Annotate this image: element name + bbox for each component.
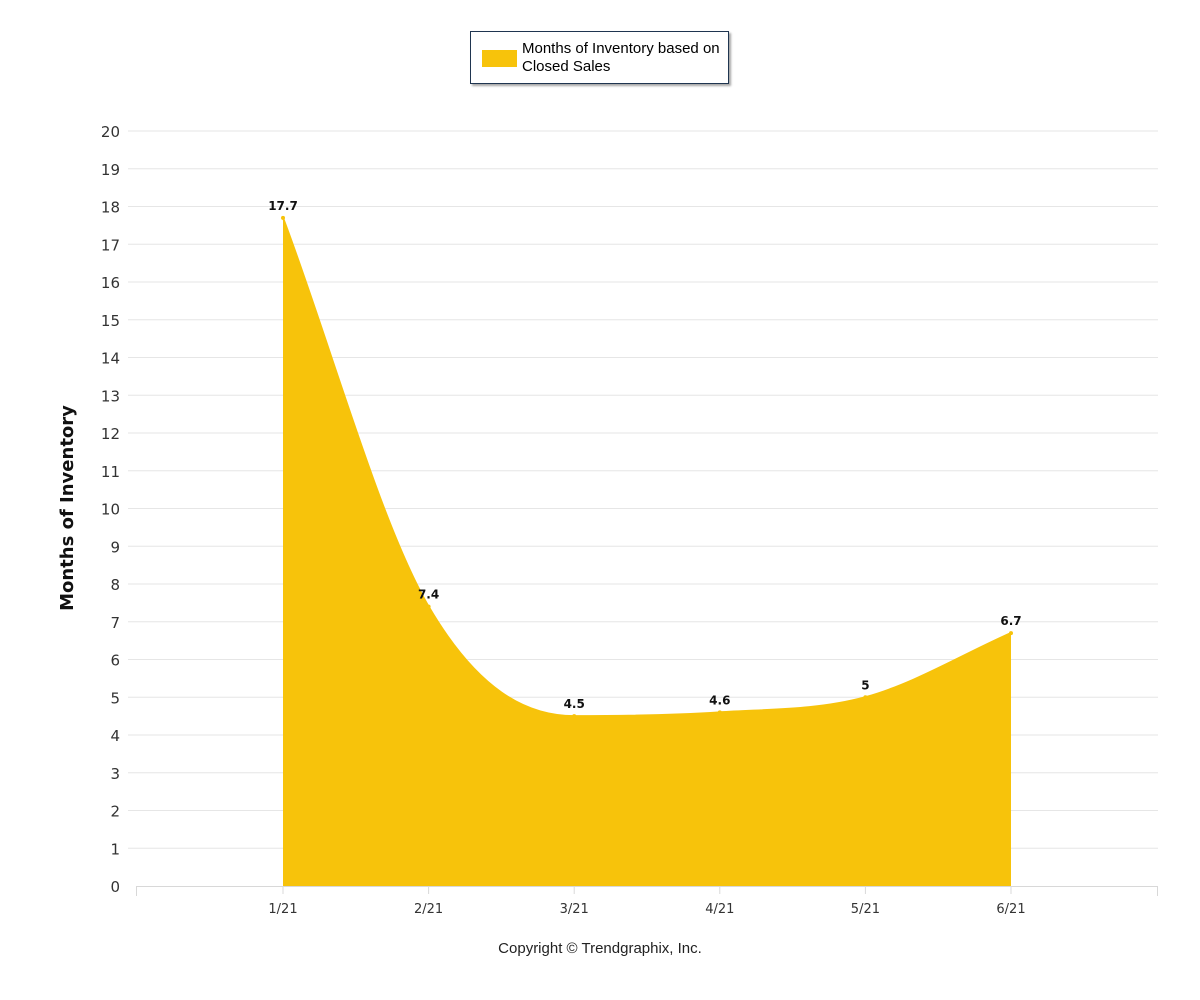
data-point <box>717 710 722 715</box>
y-tick-label: 20 <box>101 123 120 141</box>
data-labels: 17.7 7.4 4.5 4.6 5 6.7 <box>268 199 1021 711</box>
y-tick-label: 7 <box>110 614 120 632</box>
data-label: 5 <box>861 678 869 692</box>
data-point <box>1009 631 1013 636</box>
x-tick-label: 1/21 <box>268 902 297 917</box>
legend-label: Months of Inventory based on Closed Sale… <box>522 40 720 75</box>
legend: Months of Inventory based on Closed Sale… <box>470 31 729 84</box>
y-tick-label: 3 <box>110 765 120 783</box>
x-axis-ticks: 1/21 2/21 3/21 4/21 5/21 6/21 <box>268 902 1025 917</box>
plot-area <box>281 215 1013 886</box>
data-label: 4.6 <box>709 693 730 707</box>
y-tick-label: 5 <box>110 689 120 707</box>
y-tick-label: 9 <box>110 538 120 556</box>
y-tick-label: 15 <box>101 312 120 330</box>
y-tick-label: 19 <box>101 161 120 179</box>
y-tick-label: 0 <box>110 878 120 896</box>
y-tick-label: 10 <box>101 501 120 519</box>
y-axis-title: Months of Inventory <box>57 405 78 611</box>
x-tick-label: 5/21 <box>851 902 880 917</box>
x-tick-label: 4/21 <box>705 902 734 917</box>
y-tick-label: 6 <box>110 652 120 670</box>
copyright-text: Copyright © Trendgraphix, Inc. <box>498 940 702 957</box>
y-tick-label: 13 <box>101 387 120 405</box>
data-label: 4.5 <box>564 697 585 711</box>
data-label: 7.4 <box>418 588 439 602</box>
data-point <box>426 604 431 609</box>
data-label: 17.7 <box>268 199 298 213</box>
x-tick-label: 6/21 <box>996 902 1025 917</box>
data-point <box>572 714 577 719</box>
y-tick-label: 11 <box>101 463 120 481</box>
y-tick-label: 4 <box>110 727 120 745</box>
y-tick-label: 18 <box>101 199 120 217</box>
y-tick-label: 14 <box>101 350 120 368</box>
data-point <box>863 695 868 700</box>
y-tick-label: 12 <box>101 425 120 443</box>
data-point <box>281 215 285 220</box>
y-tick-label: 8 <box>110 576 120 594</box>
x-tick-label: 3/21 <box>560 902 589 917</box>
y-tick-label: 17 <box>101 236 120 254</box>
data-label: 6.7 <box>1000 614 1021 628</box>
legend-swatch <box>482 50 517 67</box>
x-tick-label: 2/21 <box>414 902 443 917</box>
axes <box>136 886 1158 896</box>
y-tick-label: 1 <box>110 840 120 858</box>
y-tick-label: 16 <box>101 274 120 292</box>
y-tick-label: 2 <box>110 803 120 821</box>
area-series-fill <box>283 217 1011 886</box>
